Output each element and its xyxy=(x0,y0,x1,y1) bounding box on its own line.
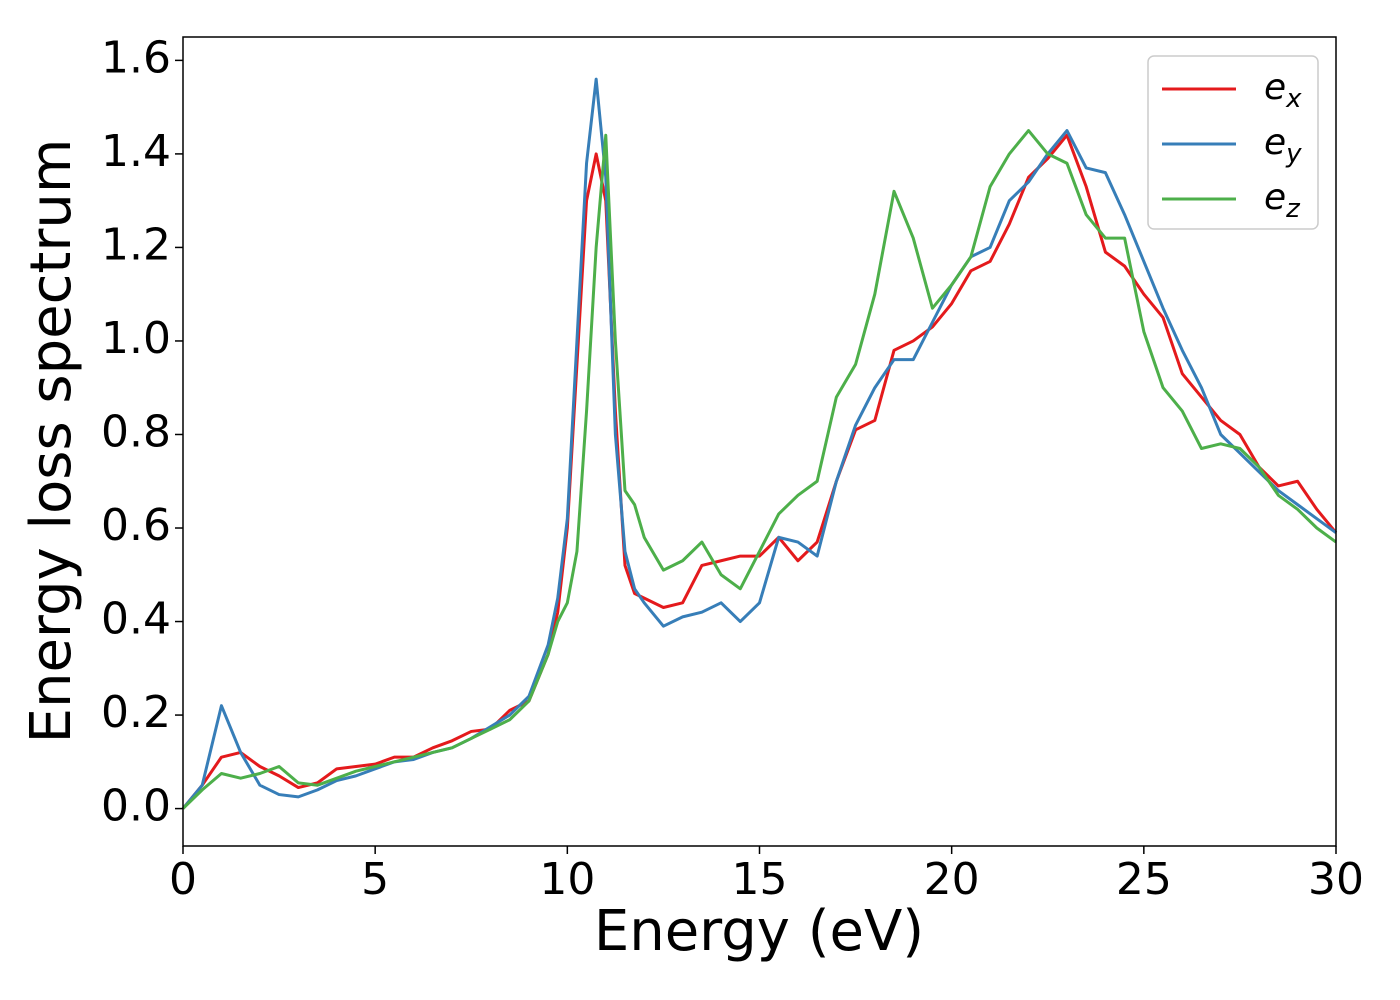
x-tick-label: 10 xyxy=(539,854,595,905)
y-tick-label: 0.2 xyxy=(101,687,171,738)
y-tick-label: 1.6 xyxy=(101,32,171,83)
x-tick-label: 0 xyxy=(169,854,197,905)
x-tick-label: 25 xyxy=(1116,854,1172,905)
y-tick-label: 0.6 xyxy=(101,500,171,551)
legend-label: ez xyxy=(1264,177,1301,224)
y-tick-label: 1.0 xyxy=(101,313,171,364)
x-tick-label: 30 xyxy=(1308,854,1364,905)
plot-frame xyxy=(182,36,1337,847)
x-tick-label: 20 xyxy=(924,854,980,905)
x-tick-label: 15 xyxy=(732,854,788,905)
x-axis-label: Energy (eV) xyxy=(594,899,924,964)
y-tick-label: 0.8 xyxy=(101,406,171,457)
series-line xyxy=(181,133,1338,810)
x-tick-label: 5 xyxy=(361,854,389,905)
y-tick-label: 0.4 xyxy=(101,594,171,645)
series-line xyxy=(181,129,1337,810)
y-tick-label: 1.2 xyxy=(101,219,171,270)
y-tick-label: 0.0 xyxy=(101,781,171,832)
legend-label: ey xyxy=(1264,122,1302,169)
legend-label: ex xyxy=(1264,67,1302,114)
y-tick-label: 1.4 xyxy=(101,126,171,177)
y-axis-label: Energy loss spectrum xyxy=(19,139,84,744)
